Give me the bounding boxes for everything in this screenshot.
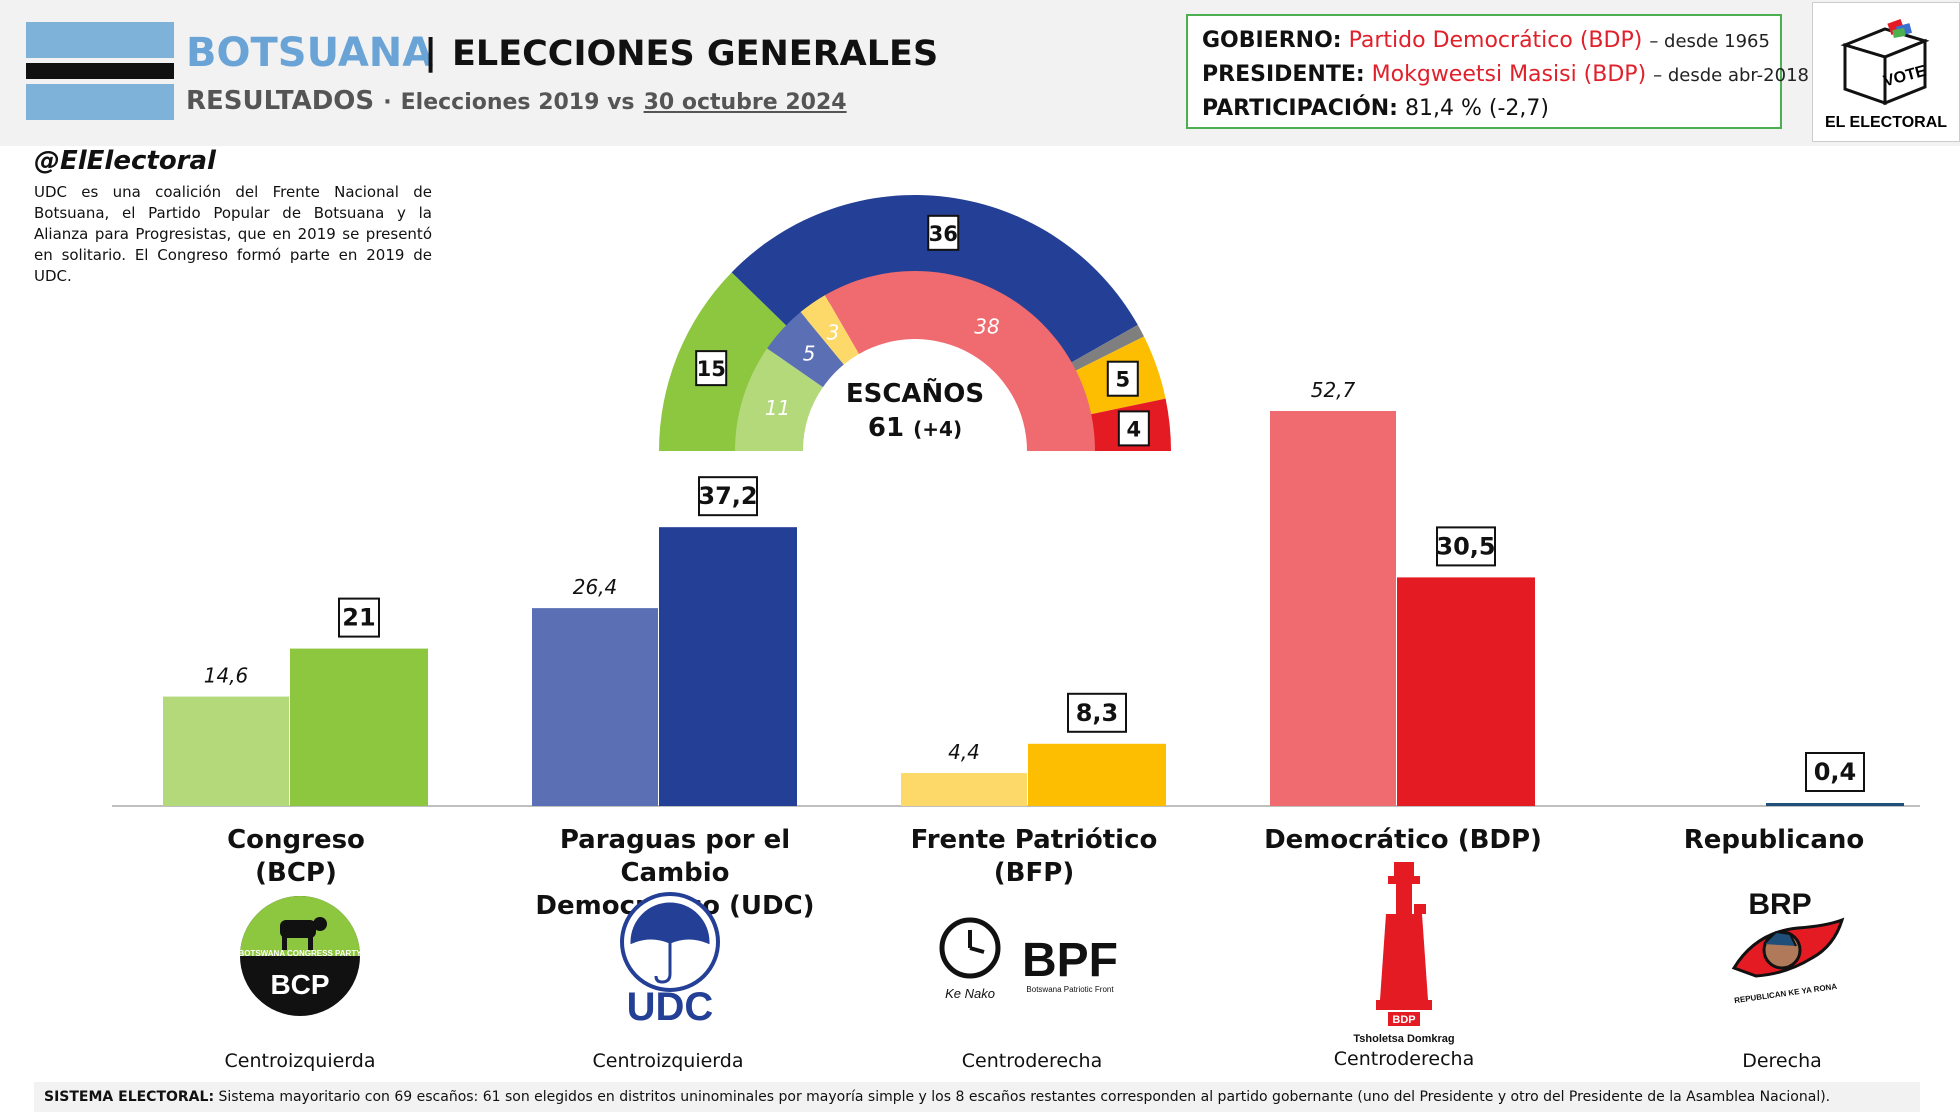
seats-title: ESCAÑOS	[846, 377, 984, 409]
turnout-line: PARTICIPACIÓN: 81,4 % (-2,7)	[1202, 96, 1549, 121]
bar-label-box-2	[1067, 692, 1127, 733]
seats-inner-label-0: 11	[765, 396, 790, 420]
president-line: PRESIDENTE: Mokgweetsi Masisi (BDP) – de…	[1202, 62, 1809, 87]
subtitle-dot: ·	[383, 90, 392, 115]
ideology-bdp: Centroderecha	[1333, 1048, 1475, 1070]
svg-text:BDP: BDP	[1392, 1014, 1415, 1026]
government-line: GOBIERNO: Partido Democrático (BDP) – de…	[1202, 28, 1770, 53]
electoral-system-footer: SISTEMA ELECTORAL: Sistema mayoritario c…	[34, 1082, 1920, 1112]
bar-2-1	[1028, 743, 1166, 806]
udc-logo: UDC	[610, 890, 730, 1030]
bcp-logo: BOTSWANA CONGRESS PARTY BCP	[238, 894, 362, 1022]
results-subtitle: RESULTADOS · Elecciones 2019 vs 30 octub…	[186, 86, 847, 116]
umbrella-icon	[630, 902, 710, 984]
bar-label-3-1: 30,5	[1436, 532, 1495, 560]
seats-inner-label-2: 3	[827, 321, 840, 345]
seats-outer-label-box-4	[1117, 410, 1150, 447]
seats-inner-segment-0	[735, 348, 823, 451]
party-name-bcp: Congreso (BCP)	[227, 825, 365, 888]
bar-0-0	[163, 696, 289, 806]
bar-label-2-0: 4,4	[948, 740, 980, 764]
seats-outer-label-3: 5	[1115, 368, 1130, 392]
ideology-udc: Centroizquierda	[592, 1050, 744, 1072]
country-title: BOTSUANA	[186, 30, 434, 76]
results-label: RESULTADOS	[186, 86, 375, 116]
horn-hand-icon	[1731, 917, 1845, 978]
brp-logo: BRP REPUBLICAN KE YA RONA	[1716, 884, 1852, 1018]
clock-icon	[939, 917, 1001, 979]
seats-outer-segment-2	[1062, 324, 1144, 375]
seats-total-change: (+4)	[913, 417, 962, 441]
jack-icon	[1376, 862, 1432, 1010]
brand-name: EL ELECTORAL	[1825, 114, 1947, 131]
seats-outer-label-box-3	[1106, 360, 1139, 397]
bar-label-2-1: 8,3	[1076, 699, 1119, 727]
election-date: 30 octubre 2024	[643, 90, 847, 115]
seats-outer-label-4: 4	[1127, 417, 1142, 441]
cow-icon	[280, 917, 327, 950]
bar-label-0-1: 21	[342, 604, 375, 632]
bdp-logo: BDP Tsholetsa Domkrag	[1344, 860, 1464, 1054]
bar-0-1	[290, 648, 428, 806]
svg-text:BOTSWANA CONGRESS PARTY: BOTSWANA CONGRESS PARTY	[238, 949, 362, 958]
seats-inner-segment-1	[767, 312, 844, 388]
party-name-bfp: Frente Patriótico (BFP)	[910, 825, 1158, 888]
footer-label: SISTEMA ELECTORAL:	[44, 1089, 215, 1105]
seats-total: 61 (+4)	[868, 413, 962, 443]
bpf-logo: Ke Nako BPF Botswana Patriotic Front	[934, 912, 1134, 1008]
comparison-label: Elecciones 2019 vs	[400, 90, 635, 115]
twitter-handle: @ElElectoral	[34, 146, 216, 176]
bar-3-0	[1270, 411, 1396, 806]
seats-outer-label-1: 36	[929, 222, 958, 246]
bar-label-3-0: 52,7	[1311, 378, 1356, 402]
seats-inner-label-3: 38	[974, 314, 999, 338]
seats-outer-label-0: 15	[697, 357, 726, 381]
ideology-brp: Derecha	[1742, 1050, 1822, 1072]
botswana-flag-icon	[26, 22, 174, 120]
bar-label-1-1: 37,2	[698, 482, 757, 510]
bar-4-1	[1766, 803, 1904, 806]
ideology-bfp: Centroderecha	[961, 1050, 1103, 1072]
seats-outer-label-box-1	[927, 214, 960, 251]
svg-text:REPUBLICAN KE YA RONA: REPUBLICAN KE YA RONA	[1734, 982, 1838, 1005]
seats-outer-label-box-0	[695, 350, 728, 387]
title-separator: |	[424, 32, 438, 73]
bar-1-0	[532, 608, 658, 806]
svg-text:BCP: BCP	[270, 969, 329, 1000]
footer-text: Sistema mayoritario con 69 escaños: 61 s…	[218, 1089, 1831, 1105]
bar-label-box-0	[338, 597, 380, 638]
ballot-box-icon	[1840, 18, 1930, 106]
government-info-box: GOBIERNO: Partido Democrático (BDP) – de…	[1186, 14, 1809, 129]
bar-3-1	[1397, 577, 1535, 806]
coalition-note: UDC es una coalición del Frente Nacional…	[34, 183, 432, 285]
svg-text:Tsholetsa Domkrag: Tsholetsa Domkrag	[1353, 1033, 1454, 1045]
svg-text:Ke Nako: Ke Nako	[945, 986, 995, 1001]
seats-inner-segment-3	[825, 270, 1095, 451]
election-title: ELECCIONES GENERALES	[452, 34, 939, 74]
party-name-bdp: Democrático (BDP)	[1264, 825, 1542, 855]
svg-text:Botswana Patriotic Front: Botswana Patriotic Front	[1026, 985, 1114, 994]
seats-inner-label-1: 5	[803, 341, 816, 365]
bar-label-box-4	[1805, 752, 1865, 792]
bar-1-1	[659, 527, 797, 806]
bar-label-4-1: 0,4	[1814, 758, 1857, 786]
ideology-bcp: Centroizquierda	[224, 1050, 376, 1072]
party-name-brp: Republicano	[1683, 825, 1865, 855]
bar-2-0	[901, 773, 1027, 806]
bar-label-box-1	[698, 476, 758, 517]
bar-label-box-3	[1436, 526, 1496, 567]
seats-inner-segment-2	[800, 295, 859, 365]
el-electoral-logo: VOTE EL ELECTORAL	[1812, 2, 1960, 142]
svg-text:BPF: BPF	[1022, 934, 1118, 987]
bar-label-0-0: 14,6	[204, 664, 249, 688]
bar-label-1-0: 26,4	[573, 575, 618, 599]
svg-text:BRP: BRP	[1748, 888, 1811, 921]
svg-text:UDC: UDC	[627, 985, 714, 1026]
